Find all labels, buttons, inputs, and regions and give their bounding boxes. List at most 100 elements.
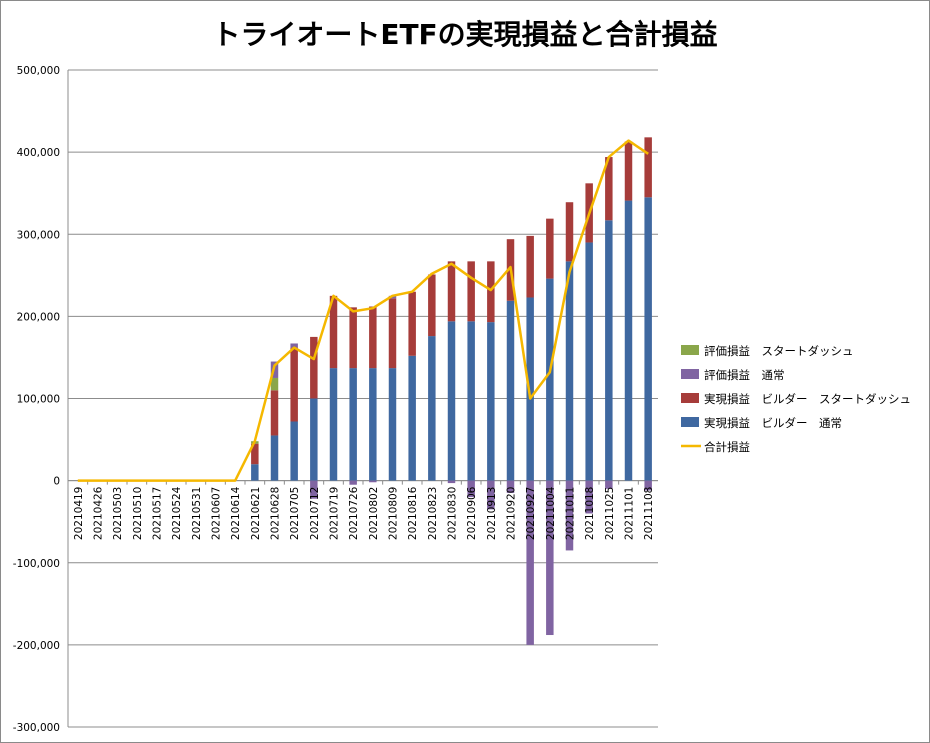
legend-swatch	[681, 369, 699, 379]
bar-segment	[388, 298, 397, 369]
bar-segment	[329, 368, 338, 481]
bar-segment	[546, 480, 554, 636]
legend-label: 実現損益 ビルダー スタートダッシュ	[704, 392, 911, 406]
bar-segment	[605, 220, 613, 481]
bar-segment	[349, 307, 357, 369]
x-tick-label: 20210830	[447, 487, 459, 540]
legend-label: 実現損益 ビルダー 通常	[704, 416, 842, 430]
bar-segment	[644, 480, 652, 491]
chart-title: トライオートETFの実現損益と合計損益	[212, 18, 718, 51]
x-tick-label: 20210913	[486, 487, 498, 540]
y-tick-label: -100,000	[13, 558, 60, 570]
bar-segment	[408, 291, 416, 356]
bar-segment	[467, 261, 475, 322]
bar-segment	[329, 295, 338, 369]
y-tick-label: 400,000	[17, 147, 60, 159]
bar-segment	[506, 300, 515, 481]
x-tick-label: 20210628	[270, 487, 282, 540]
x-tick-label: 20210510	[132, 487, 144, 540]
legend-item: 実現損益 ビルダー 通常	[681, 416, 842, 430]
y-tick-label: -300,000	[13, 722, 60, 734]
x-tick-label: 20210524	[171, 486, 183, 540]
y-tick-label: 0	[53, 476, 60, 488]
bar-segment	[270, 435, 279, 481]
legend-item: 評価損益 スタートダッシュ	[681, 344, 854, 358]
bar-segment	[644, 197, 652, 481]
x-tick-label: 20211004	[545, 486, 557, 540]
bar-segment	[487, 322, 495, 481]
x-tick-label: 20210719	[329, 487, 341, 540]
x-tick-label: 20210809	[388, 487, 400, 540]
bar-segment	[290, 343, 298, 348]
bar-segment	[467, 321, 475, 481]
bar-segment	[605, 157, 613, 221]
x-tick-label: 20210503	[112, 487, 124, 540]
legend-item: 評価損益 通常	[681, 368, 785, 382]
bar-segment	[408, 355, 416, 481]
legend-swatch	[681, 417, 699, 427]
bar-segment	[251, 443, 259, 465]
x-tick-label: 20210906	[466, 486, 478, 540]
bar-segment	[624, 200, 633, 481]
y-tick-label: -200,000	[13, 640, 60, 652]
bar-segment	[290, 347, 298, 422]
x-tick-label: 20210607	[211, 487, 223, 540]
bar-segment	[447, 480, 456, 484]
bar-segment	[369, 368, 377, 481]
y-tick-label: 100,000	[17, 394, 60, 406]
x-tick-label: 20210920	[506, 487, 518, 540]
bar-segment	[290, 421, 298, 481]
bar-segment	[467, 480, 475, 498]
x-tick-label: 20211108	[643, 487, 655, 540]
bar-segment	[447, 261, 456, 322]
y-tick-label: 200,000	[17, 311, 60, 323]
bar-segment	[369, 306, 377, 369]
x-tick-label: 20210802	[368, 487, 380, 540]
bar-segment	[526, 480, 534, 645]
bar-segment	[546, 218, 554, 279]
y-tick-label: 300,000	[17, 229, 60, 241]
bar-segment	[624, 141, 633, 201]
bar-segment	[310, 480, 318, 499]
bar-segment	[349, 480, 357, 485]
bar-segment	[447, 321, 456, 481]
x-tick-label: 20210726	[348, 486, 360, 540]
x-tick-label: 20210531	[191, 487, 203, 540]
bar-segment	[605, 480, 613, 489]
x-tick-label: 20210816	[407, 486, 419, 540]
x-tick-label: 20210517	[152, 487, 164, 540]
x-tick-label: 20210927	[525, 487, 537, 540]
x-tick-label: 20211025	[604, 487, 616, 540]
bar-segment	[644, 137, 652, 198]
x-tick-label: 20210705	[289, 487, 301, 540]
bar-segment	[506, 480, 515, 493]
legend-item: 実現損益 ビルダー スタートダッシュ	[681, 392, 911, 406]
x-tick-label: 20210823	[427, 487, 439, 540]
bar-segment	[428, 336, 436, 481]
bar-segment	[565, 480, 574, 551]
x-tick-label: 20211018	[584, 487, 596, 540]
bar-segment	[349, 368, 357, 481]
bar-segment	[310, 336, 318, 399]
bar-segment	[565, 202, 574, 262]
bar-segment	[585, 480, 593, 514]
x-tick-label: 20210419	[73, 487, 85, 540]
bar-segment	[270, 377, 279, 391]
bar-segment	[270, 390, 279, 436]
bar-segment	[487, 480, 495, 510]
x-tick-label: 20210426	[93, 486, 105, 540]
bar-segment	[487, 261, 495, 323]
bar-segment	[388, 368, 397, 481]
bar-segment	[526, 297, 534, 481]
legend-label: 合計損益	[704, 440, 750, 454]
bar-segment	[585, 242, 593, 481]
legend-item: 合計損益	[681, 440, 750, 454]
x-tick-label: 20210712	[309, 487, 321, 540]
x-tick-label: 20211101	[624, 487, 636, 540]
legend-label: 評価損益 スタートダッシュ	[704, 344, 854, 358]
legend-swatch	[681, 345, 699, 355]
bar-segment	[526, 235, 534, 298]
bar-segment	[565, 261, 574, 481]
